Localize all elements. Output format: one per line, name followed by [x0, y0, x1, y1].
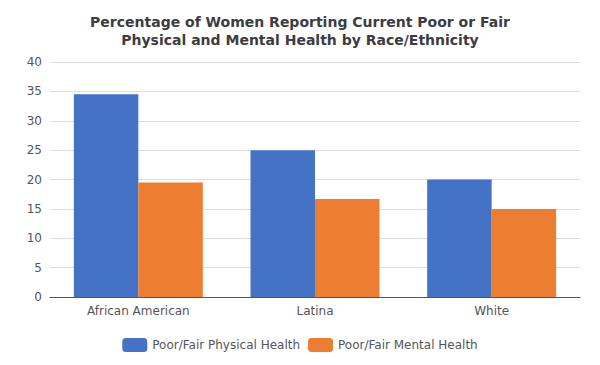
svg-text:40: 40 — [27, 55, 42, 69]
svg-text:15: 15 — [27, 202, 42, 216]
svg-text:Latina: Latina — [296, 304, 333, 318]
svg-text:Physical and Mental Health by: Physical and Mental Health by Race/Ethni… — [121, 32, 478, 48]
svg-text:White: White — [474, 304, 509, 318]
svg-text:30: 30 — [27, 114, 42, 128]
svg-text:African American: African American — [87, 304, 190, 318]
svg-text:5: 5 — [34, 261, 42, 275]
svg-text:Poor/Fair Mental Health: Poor/Fair Mental Health — [338, 338, 478, 352]
svg-text:Poor/Fair Physical Health: Poor/Fair Physical Health — [152, 338, 300, 352]
svg-text:0: 0 — [34, 290, 42, 304]
svg-text:10: 10 — [27, 231, 42, 245]
svg-text:35: 35 — [27, 84, 42, 98]
svg-text:25: 25 — [27, 143, 42, 157]
svg-text:20: 20 — [27, 173, 42, 187]
svg-text:Percentage of Women Reporting: Percentage of Women Reporting Current Po… — [90, 14, 510, 30]
